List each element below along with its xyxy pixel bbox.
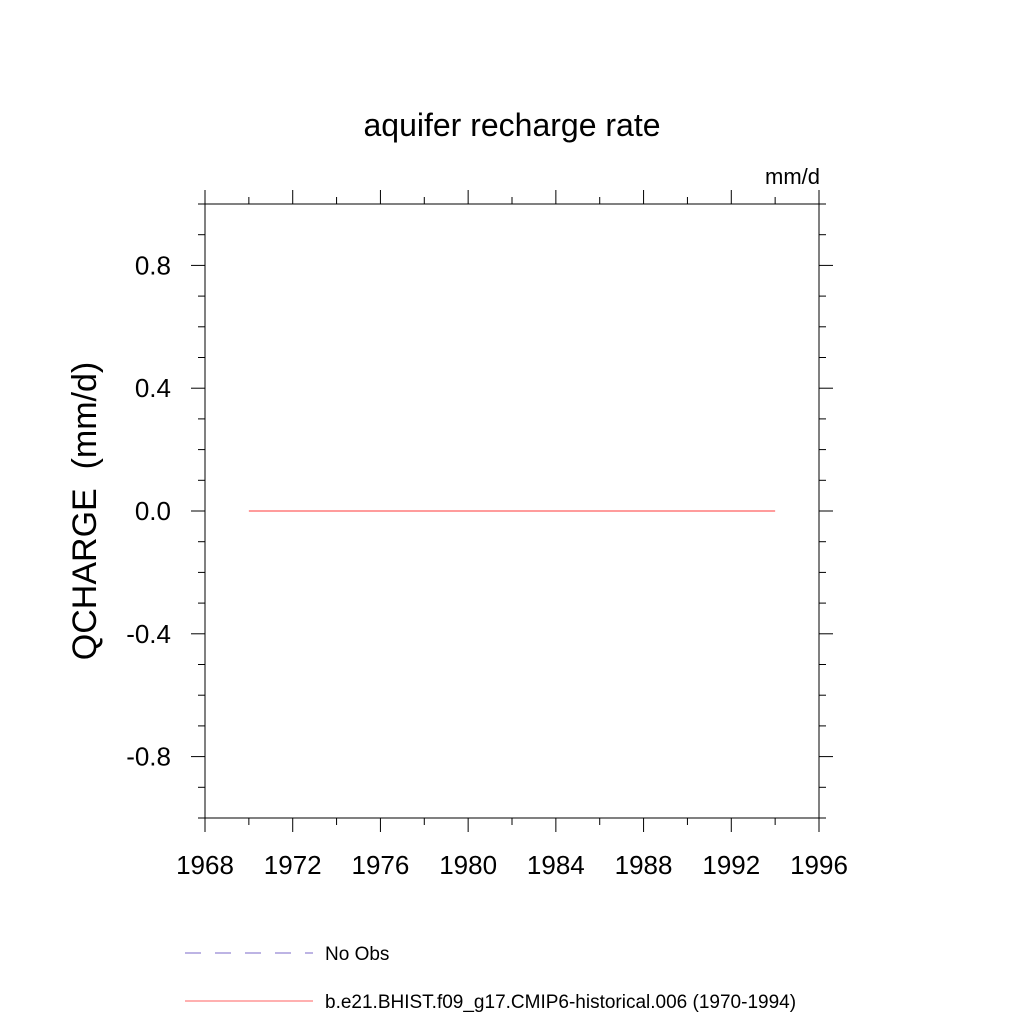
chart-title: aquifer recharge rate (363, 107, 660, 143)
x-tick-label: 1984 (527, 850, 585, 880)
x-tick-label: 1996 (790, 850, 848, 880)
y-tick-label: 0.8 (135, 250, 171, 280)
units-label: mm/d (765, 164, 820, 189)
legend: No Obs b.e21.BHIST.f09_g17.CMIP6-historic… (185, 944, 796, 1013)
x-tick-label: 1972 (264, 850, 322, 880)
axis-ticks (191, 190, 833, 832)
y-axis-label: QCHARGE (mm/d) (66, 362, 104, 660)
x-tick-label: 1976 (352, 850, 410, 880)
y-tick-label: 0.4 (135, 373, 171, 403)
y-tick-label: -0.4 (126, 619, 171, 649)
plot-frame (204, 203, 820, 819)
y-tick-label: -0.8 (126, 742, 171, 772)
legend-label: No Obs (325, 944, 389, 965)
x-tick-label: 1980 (439, 850, 497, 880)
legend-label: b.e21.BHIST.f09_g17.CMIP6-historical.006… (325, 992, 796, 1013)
x-tick-label: 1988 (615, 850, 673, 880)
x-tick-label: 1968 (176, 850, 234, 880)
y-tick-label: 0.0 (135, 496, 171, 526)
x-tick-label: 1992 (702, 850, 760, 880)
axis-tick-labels: 1968 1972 1976 1980 1984 1988 1992 1996 -0.8 -0.4… (126, 250, 848, 880)
